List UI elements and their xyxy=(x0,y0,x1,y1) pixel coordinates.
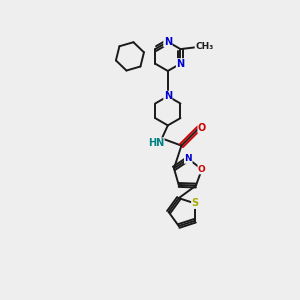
Text: CH₃: CH₃ xyxy=(195,42,213,51)
Text: HN: HN xyxy=(148,138,164,148)
Text: N: N xyxy=(184,154,192,163)
Text: O: O xyxy=(198,123,206,133)
Text: N: N xyxy=(164,37,172,47)
Text: O: O xyxy=(198,165,206,174)
Text: N: N xyxy=(164,91,172,101)
Text: S: S xyxy=(192,199,199,208)
Text: N: N xyxy=(176,59,184,69)
